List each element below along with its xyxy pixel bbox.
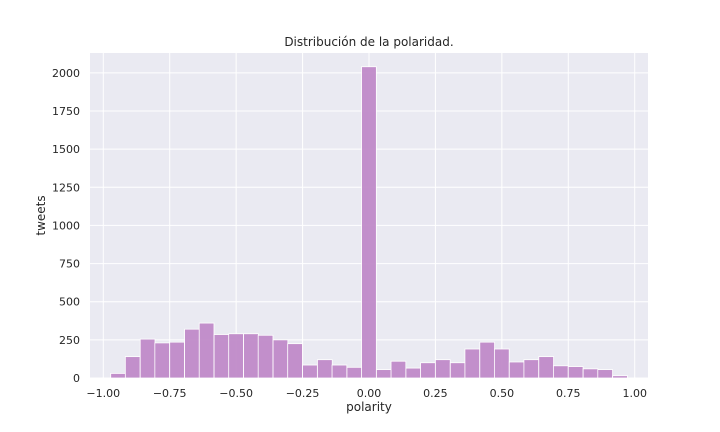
histogram-bar [110,373,126,379]
histogram-bar [464,348,481,379]
histogram-bar [243,333,259,379]
histogram-bar [553,365,569,379]
histogram-bar [213,334,230,379]
chart-title: Distribución de la polaridad. [284,35,453,49]
histogram-bars [110,66,628,379]
y-tick-label: 1500 [52,143,80,156]
x-axis-label: polarity [346,400,392,414]
x-tick-label: −0.50 [219,387,253,400]
x-tick-label: −1.00 [86,387,120,400]
histogram-bar [184,328,200,379]
histogram-bar [272,339,289,379]
y-tick-label: 750 [59,258,80,271]
histogram-bar [435,359,451,379]
histogram-bar [420,362,436,379]
x-tick-label: 0.25 [423,387,448,400]
histogram-bar [361,66,377,379]
histogram-bar [317,359,333,379]
histogram-bar [228,333,244,379]
histogram-bar [376,369,392,379]
histogram-bar [331,364,348,379]
y-axis-ticks: 0 250 500 750 1000 1250 1500 1750 2000 [52,67,80,385]
histogram-bar [494,348,510,379]
histogram-bar [169,341,185,379]
y-tick-label: 0 [73,372,80,385]
histogram-bar [597,369,613,379]
histogram-bar [390,360,407,379]
x-tick-label: 0.50 [490,387,515,400]
histogram-bar [302,364,318,379]
histogram-bar [124,356,141,379]
y-tick-label: 500 [59,296,80,309]
histogram-bar [405,367,422,379]
histogram-bar [523,359,540,379]
histogram-bar [582,368,599,379]
x-tick-label: −0.75 [153,387,187,400]
x-tick-label: 0.75 [556,387,581,400]
histogram-bar [198,322,215,379]
histogram-bar [567,366,584,379]
y-tick-label: 2000 [52,67,80,80]
y-tick-label: 250 [59,334,80,347]
x-axis-ticks: −1.00 −0.75 −0.50 −0.25 0.00 0.25 0.50 0.75 1.00 [86,387,647,400]
histogram-bar [154,342,171,379]
histogram-bar [449,362,466,379]
x-tick-label: 0.00 [357,387,382,400]
y-axis-label: tweets [34,195,48,235]
x-tick-label: 1.00 [622,387,647,400]
histogram-bar [508,361,525,379]
histogram-bar [257,334,274,379]
histogram-bar [479,341,495,379]
x-tick-label: −0.25 [286,387,320,400]
histogram-bar [346,366,363,379]
y-tick-label: 1000 [52,219,80,232]
histogram-bar [612,375,628,379]
y-tick-label: 1750 [52,105,80,118]
histogram-bar [139,338,156,379]
y-tick-label: 1250 [52,181,80,194]
histogram-bar [287,343,303,379]
histogram-bar [538,356,554,379]
